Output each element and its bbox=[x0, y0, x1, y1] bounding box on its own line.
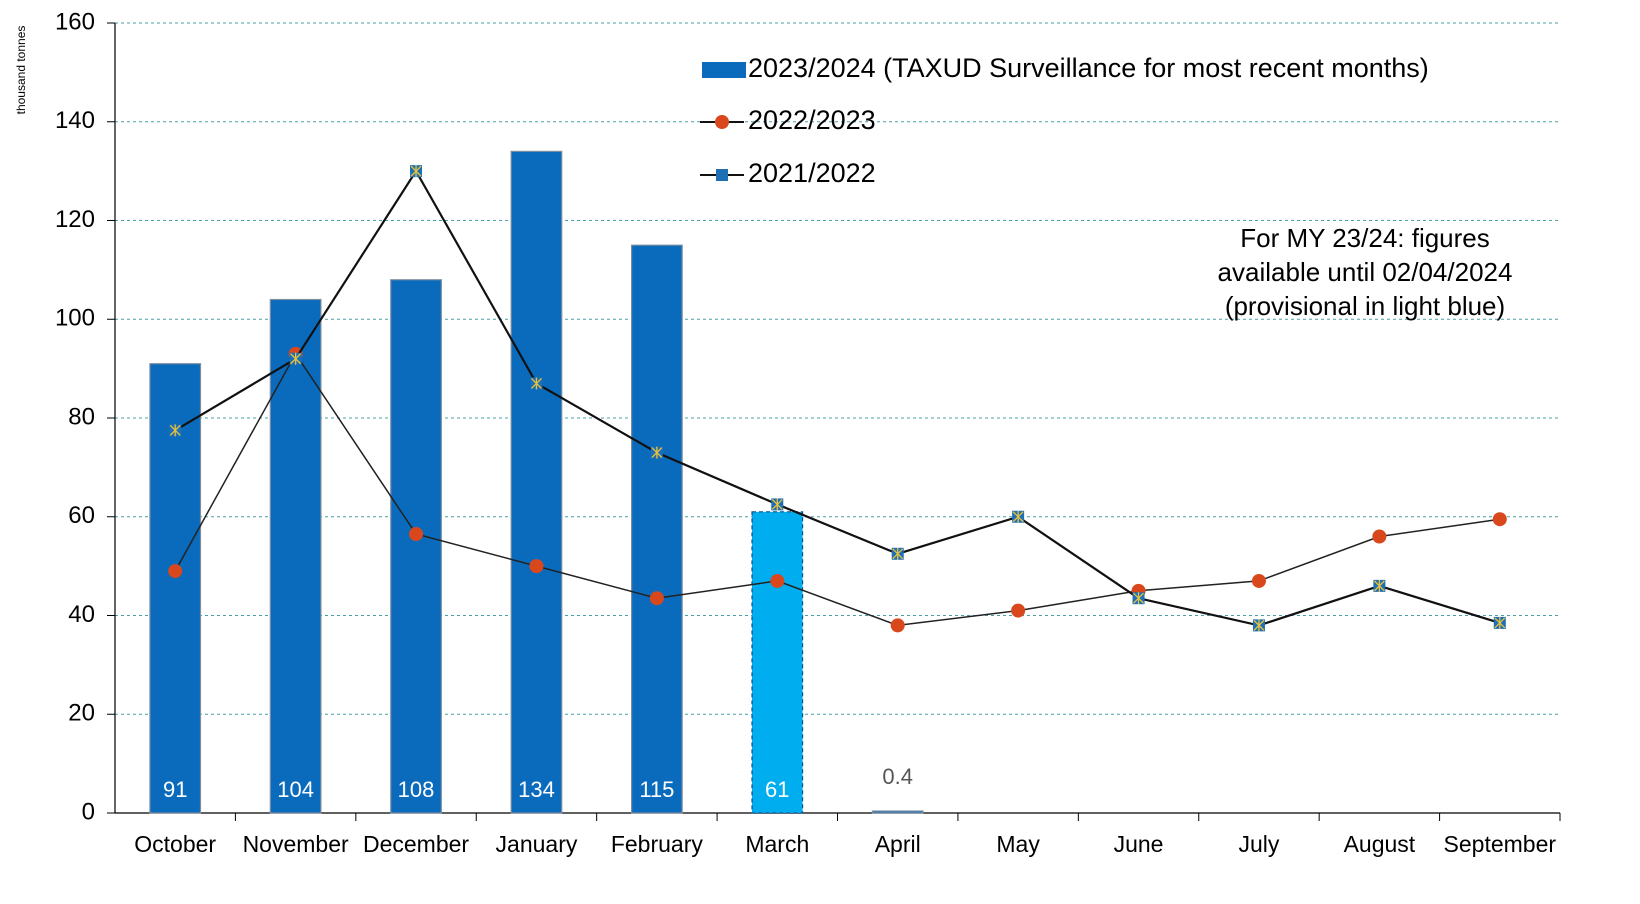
legend-label: 2021/2022 bbox=[748, 158, 876, 188]
marker-star bbox=[1373, 579, 1385, 592]
bar bbox=[630, 244, 683, 814]
data-label: 108 bbox=[398, 777, 435, 802]
marker-star bbox=[1253, 619, 1265, 632]
bar bbox=[510, 150, 563, 814]
y-tick-label: 20 bbox=[68, 700, 95, 727]
x-tick-label: January bbox=[496, 831, 578, 857]
x-tick-label: December bbox=[363, 831, 469, 857]
y-tick-label: 40 bbox=[68, 601, 95, 628]
data-label: 104 bbox=[277, 777, 314, 802]
x-tick-label: August bbox=[1344, 831, 1416, 857]
y-tick-label: 160 bbox=[55, 8, 95, 35]
x-tick-label: March bbox=[745, 831, 809, 857]
data-label: 134 bbox=[518, 777, 555, 802]
data-label: 91 bbox=[163, 777, 187, 802]
x-tick-label: February bbox=[611, 831, 704, 857]
x-tick-label: September bbox=[1444, 831, 1557, 857]
line bbox=[174, 168, 1501, 627]
bar bbox=[751, 511, 804, 814]
y-tick-label: 0 bbox=[82, 798, 95, 825]
x-tick-label: June bbox=[1114, 831, 1164, 857]
marker bbox=[1492, 512, 1507, 527]
marker-star bbox=[651, 446, 663, 459]
marker bbox=[890, 618, 905, 633]
marker bbox=[649, 591, 664, 606]
bar bbox=[149, 363, 202, 814]
marker bbox=[168, 564, 183, 579]
annotation: available until 02/04/2024 bbox=[1218, 257, 1513, 287]
y-tick-label: 100 bbox=[55, 305, 95, 332]
bar bbox=[390, 279, 442, 814]
marker bbox=[409, 527, 424, 542]
marker-star bbox=[1494, 616, 1506, 629]
x-tick-label: November bbox=[243, 831, 349, 857]
marker-star bbox=[1012, 510, 1024, 523]
legend-label: 2023/2024 (TAXUD Surveillance for most r… bbox=[748, 53, 1429, 83]
y-tick-label: 140 bbox=[55, 107, 95, 134]
y-tick-label: 120 bbox=[55, 206, 95, 233]
x-tick-label: May bbox=[996, 831, 1040, 857]
marker-star bbox=[410, 165, 422, 178]
legend-marker bbox=[715, 115, 729, 129]
data-label: 115 bbox=[639, 777, 674, 802]
marker bbox=[1372, 529, 1387, 544]
marker-star bbox=[771, 498, 783, 511]
annotation: For MY 23/24: figures bbox=[1240, 223, 1490, 253]
bar bbox=[871, 810, 924, 814]
bar bbox=[269, 298, 322, 814]
marker-star bbox=[1133, 592, 1144, 605]
marker-star bbox=[892, 547, 904, 560]
marker-star bbox=[290, 352, 302, 365]
x-tick-label: April bbox=[875, 831, 921, 857]
marker bbox=[1251, 573, 1266, 588]
marker bbox=[1011, 603, 1026, 618]
y-tick-label: 60 bbox=[68, 502, 95, 529]
marker bbox=[770, 573, 785, 588]
data-label: 0.4 bbox=[882, 764, 913, 789]
legend-marker bbox=[716, 169, 728, 181]
marker-star bbox=[530, 377, 542, 390]
annotation: (provisional in light blue) bbox=[1225, 291, 1505, 321]
legend-label: 2022/2023 bbox=[748, 105, 876, 135]
x-tick-label: July bbox=[1239, 831, 1280, 857]
x-tick-label: October bbox=[134, 831, 216, 857]
marker bbox=[529, 559, 544, 574]
y-axis-label: thousand tonnes bbox=[14, 26, 28, 115]
legend-swatch bbox=[702, 62, 746, 78]
line bbox=[174, 352, 1500, 627]
marker-star bbox=[169, 424, 181, 437]
y-tick-label: 80 bbox=[68, 403, 95, 430]
data-label: 61 bbox=[765, 777, 789, 802]
